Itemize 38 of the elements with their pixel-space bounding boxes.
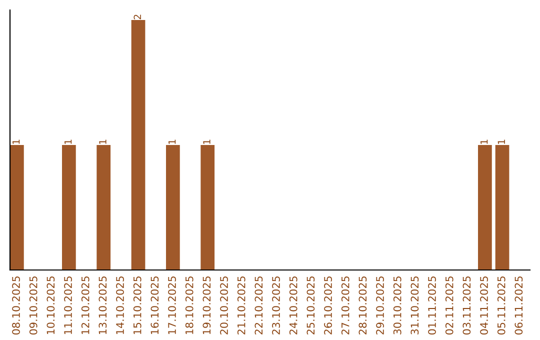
x-tick-label: 09.10.2025 bbox=[29, 276, 38, 335]
x-tick-label: 29.10.2025 bbox=[376, 276, 384, 334]
x-tick-label: 01.11.2025 bbox=[428, 276, 436, 335]
x-tick-label: 27.10.2025 bbox=[341, 276, 350, 334]
x-tick-label: 23.10.2025 bbox=[272, 276, 280, 334]
x-tick-label: 30.10.2025 bbox=[393, 276, 402, 334]
x-tick-label: 21.10.2025 bbox=[237, 276, 246, 334]
data-label: 1 bbox=[12, 140, 20, 144]
data-label: 1 bbox=[498, 140, 505, 144]
x-tick-label: 31.10.2025 bbox=[410, 276, 419, 334]
x-tick-label: 10.10.2025 bbox=[46, 276, 55, 334]
x-tick-label: 16.10.2025 bbox=[150, 276, 159, 334]
x-tick-label: 17.10.2025 bbox=[168, 276, 176, 334]
data-label: 1 bbox=[168, 140, 176, 144]
x-tick-label: 26.10.2025 bbox=[324, 276, 332, 334]
data-label: 1 bbox=[203, 140, 210, 144]
x-tick-label: 22.10.2025 bbox=[254, 276, 263, 334]
x-tick-label: 24.10.2025 bbox=[289, 276, 298, 334]
data-label: 1 bbox=[64, 140, 72, 144]
data-label: 1 bbox=[480, 140, 488, 144]
x-tick-label: 06.11.2025 bbox=[514, 276, 523, 335]
data-label: 1 bbox=[99, 140, 106, 144]
x-tick-label: 28.10.2025 bbox=[358, 276, 367, 334]
x-tick-label: 19.10.2025 bbox=[202, 276, 211, 334]
data-label: 2 bbox=[134, 14, 141, 20]
x-tick-label: 25.10.2025 bbox=[306, 276, 315, 334]
x-tick-label: 20.10.2025 bbox=[220, 276, 228, 334]
x-tick-label: 13.10.2025 bbox=[98, 276, 107, 334]
x-tick-label: 11.10.2025 bbox=[64, 276, 72, 334]
x-tick-label: 05.11.2025 bbox=[497, 276, 506, 335]
x-tick-label: 04.11.2025 bbox=[480, 276, 488, 335]
x-tick-label: 08.10.2025 bbox=[12, 276, 20, 335]
x-tick-label: 02.11.2025 bbox=[445, 276, 454, 335]
x-tick-label: 15.10.2025 bbox=[133, 276, 142, 334]
x-tick-label: 03.11.2025 bbox=[462, 276, 471, 335]
x-tick-label: 18.10.2025 bbox=[185, 276, 194, 334]
x-tick-label: 14.10.2025 bbox=[116, 276, 124, 334]
x-tick-label: 12.10.2025 bbox=[81, 276, 90, 334]
